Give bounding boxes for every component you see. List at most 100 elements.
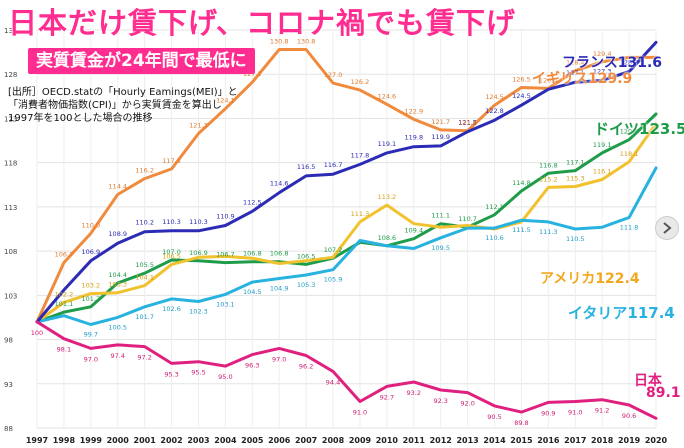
label-usa-name: アメリカ	[540, 271, 596, 287]
series-line-uk	[35, 48, 658, 324]
data-label-uk: 130.8	[270, 37, 289, 45]
data-label-italy: 109.5	[431, 244, 450, 252]
data-label-japan: 91.0	[568, 408, 582, 416]
data-label-japan: 90.5	[487, 413, 501, 421]
series-lines	[35, 40, 658, 420]
data-label-usa: 111.3	[351, 210, 370, 218]
data-label-uk: 124.6	[378, 92, 397, 100]
x-tick-label: 2000	[107, 436, 130, 445]
data-label-uk: 110.0	[82, 221, 101, 229]
data-label-germany: 116.8	[539, 161, 558, 169]
data-label-japan: 94.4	[326, 378, 340, 386]
x-tick-label: 1997	[26, 436, 48, 445]
data-label-france: 110.2	[135, 219, 154, 227]
label-usa-value: 122.4	[595, 271, 640, 287]
data-label-uk: 114.4	[108, 183, 127, 191]
data-label-france: 127.1	[566, 69, 585, 77]
data-label-uk: 124.1	[216, 97, 235, 105]
chevron-right-icon	[663, 222, 672, 234]
data-label-france: 112.5	[243, 198, 262, 206]
data-labels: 106.9 108.9 110.2 110.3 110.3 110.9 112.5 114.6…	[31, 37, 639, 427]
label-usa: アメリカ122.4	[540, 268, 640, 288]
data-label-italy: 102.6	[162, 305, 181, 313]
data-label-germany: 106.9	[189, 249, 208, 257]
data-label-france: 114.6	[270, 180, 289, 188]
x-tick-label: 2003	[187, 436, 209, 445]
x-tick-label: 2012	[430, 436, 452, 445]
chart-subtitle: 実質賃金が24年間で最低に	[28, 48, 255, 74]
data-label-france: 124.5	[512, 92, 531, 100]
data-label-uk: 127.1	[243, 70, 262, 78]
data-label-uk: 121.3	[189, 121, 208, 129]
data-label-germany: 108.6	[378, 234, 397, 242]
data-label-germany: 104.4	[108, 271, 127, 279]
series-line-france	[35, 40, 658, 324]
data-label-usa: 104.1	[135, 274, 154, 282]
data-label-italy: 110.6	[485, 234, 504, 242]
y-tick-label: 93	[4, 381, 13, 389]
label-italy-name: イタリア	[568, 304, 628, 322]
data-label-usa: 115.3	[566, 175, 585, 183]
data-label-france: 116.7	[324, 161, 343, 169]
label-uk-value: 129.9	[588, 71, 633, 87]
y-tick-label: 123	[4, 115, 17, 123]
data-label-germany: 106.7	[216, 251, 235, 259]
data-label-japan: 90.6	[622, 412, 636, 420]
data-label-japan: 90.9	[541, 409, 555, 417]
data-label-uk: 130.8	[297, 37, 316, 45]
data-label-italy: 101.7	[135, 313, 154, 321]
x-tick-label: 2001	[134, 436, 157, 445]
x-tick-label: 2009	[349, 436, 372, 445]
next-arrow-button[interactable]	[655, 216, 679, 240]
data-label-italy: 102.3	[189, 308, 208, 316]
x-tick-label: 1999	[80, 436, 103, 445]
x-tick-label: 2020	[645, 436, 668, 445]
data-label-italy: 105.9	[324, 276, 343, 284]
label-germany: ドイツ123.5	[594, 118, 684, 139]
data-label-italy: 104.5	[243, 288, 262, 296]
data-label-usa: 106.5	[162, 252, 181, 260]
y-tick-label: 108	[4, 248, 17, 256]
data-label-germany: 106.8	[270, 250, 289, 258]
data-label-italy: 111.8	[620, 224, 639, 232]
x-tick-label: 2013	[456, 436, 478, 445]
data-label-germany: 105.5	[135, 261, 154, 269]
y-tick-label: 98	[4, 337, 13, 345]
y-tick-label: 88	[4, 425, 13, 433]
x-tick-label: 1998	[53, 436, 76, 445]
x-axis-ticks: 1997 1998 1999 2000 2001 2002 2003 2004 2005 2006…	[26, 436, 668, 445]
data-label-germany: 106.8	[243, 250, 262, 258]
x-tick-label: 2008	[322, 436, 345, 445]
data-label-italy: 111.3	[539, 228, 558, 236]
series-line-usa	[35, 122, 658, 324]
label-france-name: フランス	[562, 55, 618, 71]
data-label-usa: 103.2	[82, 282, 101, 290]
y-tick-label: 133	[4, 27, 17, 35]
source-line-2: 「消費者物価指数(CPI)」から実質賃金を算出し	[8, 100, 222, 111]
data-label-france: 121.5	[458, 119, 477, 127]
data-label-uk: 128.4	[566, 59, 585, 67]
x-tick-label: 2010	[376, 436, 399, 445]
x-tick-label: 2007	[295, 436, 317, 445]
label-germany-value: 123.5	[639, 120, 684, 138]
source-line-3: 1997年を100とした場合の推移	[8, 113, 153, 124]
data-label-france: 127.3	[593, 67, 612, 75]
x-tick-label: 2005	[241, 436, 264, 445]
data-label-usa: 113.2	[378, 193, 397, 201]
data-label-france: 110.3	[162, 218, 181, 226]
source-line-1: [出所］OECD.statの「Hourly Eamings(MEI)」と	[8, 87, 238, 98]
data-label-uk: 122.9	[404, 107, 423, 115]
data-label-usa: 102.2	[55, 290, 74, 298]
y-axis-ticks: 88 93 98 103 108 113 118 123 128 133	[4, 27, 17, 433]
x-tick-label: 2015	[510, 436, 533, 445]
data-label-japan: 92.3	[433, 397, 447, 405]
data-label-japan: 98.1	[57, 346, 71, 354]
x-tick-label: 2014	[483, 436, 506, 445]
x-tick-label: 2011	[403, 436, 426, 445]
data-label-germany: 110.7	[458, 215, 477, 223]
label-japan-value: 89.1	[646, 385, 681, 401]
data-label-uk: 126.4	[539, 76, 558, 84]
data-label-france: 110.9	[216, 212, 235, 220]
data-label-uk: 117.3	[162, 157, 181, 165]
